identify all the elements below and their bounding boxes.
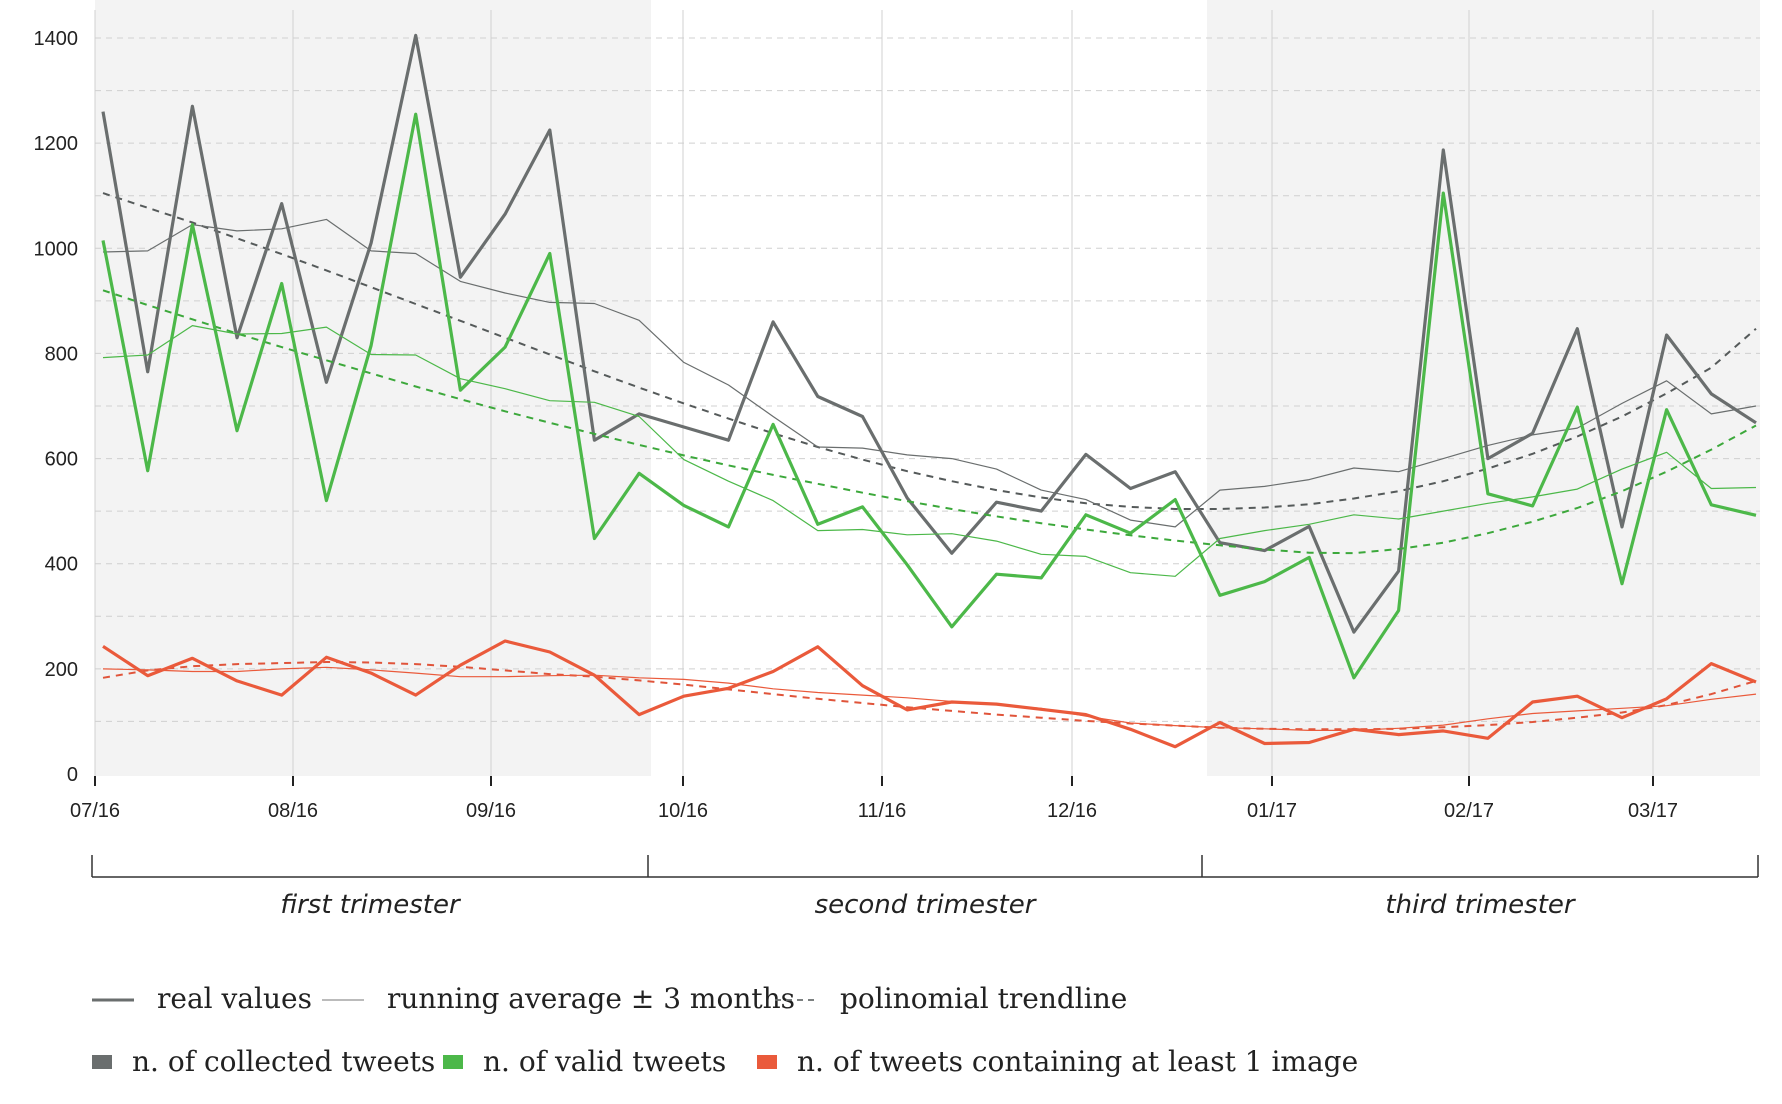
valid-trendline [102,289,1757,555]
trimester-band-3 [1207,0,1760,776]
x-tick-label: 09/16 [466,800,516,822]
collected-trendline [102,192,1757,510]
x-tick-label: 02/17 [1444,800,1494,822]
y-tick-label: 200 [45,659,78,681]
y-tick-label: 400 [45,554,78,576]
x-tick-label: 03/17 [1628,800,1678,822]
x-tick-label: 11/16 [858,800,907,822]
valid-real-values [101,112,1757,680]
y-tick-label: 1200 [34,133,79,155]
legend-label: n. of valid tweets [483,1045,726,1078]
y-tick-label: 800 [45,343,78,365]
x-tick-label: 10/16 [658,800,708,822]
valid-running-average [102,325,1757,577]
trimester-shading [95,0,1760,776]
grid-lines [94,10,1760,776]
y-tick-label: 1000 [34,238,79,260]
x-tick-label: 01/17 [1247,800,1297,822]
image-real-values [102,639,1757,749]
legend-label: real values [157,982,312,1015]
legend-swatch-series [757,1055,777,1069]
trimester-bar: first trimester second trimester third tri… [91,855,1759,920]
axes: 0 200 400 600 800 1000 1200 1400 07/16 08/16 09/16… [34,28,1679,822]
x-tick-label: 07/16 [70,800,120,822]
legend-label: polinomial trendline [840,982,1127,1015]
legend-label: n. of tweets containing at least 1 image [797,1045,1358,1078]
trimester-label: second trimester [815,890,1038,920]
collected-real-values [101,33,1757,634]
x-tick-label: 08/16 [268,800,318,822]
y-tick-label: 0 [67,764,78,786]
image-running-average [102,666,1757,732]
trimester-label: first trimester [280,890,462,920]
y-tick-label: 1400 [34,28,79,50]
legend-swatch-series [443,1055,463,1069]
legend-swatch-series [92,1055,112,1069]
legend-label: n. of collected tweets [132,1045,435,1078]
image-trendline [102,661,1757,731]
legend-label: running average ± 3 months [387,982,795,1015]
legend: real values running average ± 3 months pol… [92,982,1358,1078]
y-tick-label: 600 [45,449,78,471]
series-layer [101,33,1757,749]
trimester-label: third trimester [1385,890,1577,920]
x-tick-label: 12/16 [1047,800,1097,822]
